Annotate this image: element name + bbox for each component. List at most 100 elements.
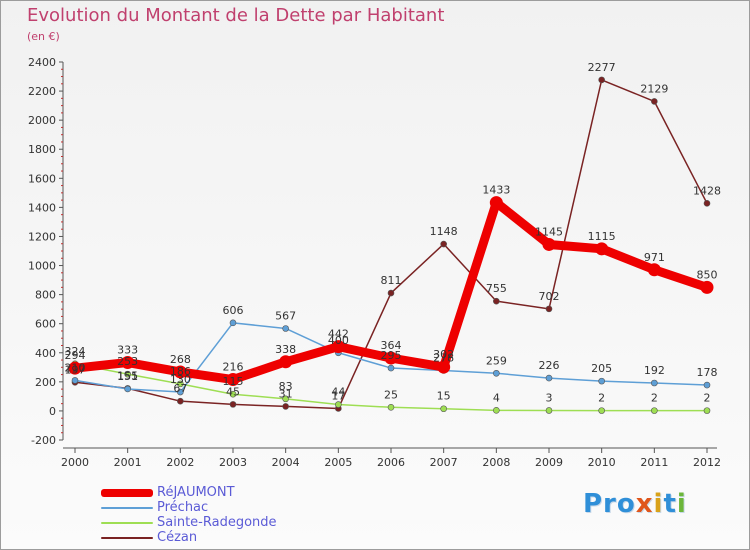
data-label: 3 <box>546 391 553 404</box>
data-point <box>387 364 395 372</box>
y-tick-label: 600 <box>35 318 56 331</box>
data-point <box>440 240 447 248</box>
x-tick-label: 2006 <box>377 456 405 469</box>
data-label: 45 <box>226 385 240 398</box>
data-label: 115 <box>223 375 244 388</box>
y-tick-label: 2200 <box>28 85 56 98</box>
data-label: 210 <box>65 361 86 374</box>
data-point <box>282 395 289 403</box>
data-point <box>124 385 131 393</box>
data-label: 216 <box>223 361 244 374</box>
data-label: 755 <box>486 282 507 295</box>
data-point <box>542 237 556 251</box>
data-point <box>493 297 500 305</box>
data-label: 226 <box>539 359 560 372</box>
data-label: 333 <box>117 344 138 357</box>
legend-label: Sainte-Radegonde <box>157 515 277 530</box>
data-point <box>493 407 500 414</box>
data-label: 259 <box>486 354 507 367</box>
data-label: 4 <box>493 391 500 404</box>
data-label: 83 <box>279 380 293 393</box>
data-label: 606 <box>223 304 244 317</box>
data-point <box>282 325 289 332</box>
data-point <box>177 397 184 405</box>
data-label: 971 <box>644 251 665 264</box>
data-label: 295 <box>381 349 402 362</box>
x-tick-label: 2010 <box>588 456 616 469</box>
data-label: 186 <box>170 365 191 378</box>
data-point <box>493 369 500 377</box>
data-label: 130 <box>170 373 191 386</box>
data-label: 324 <box>65 345 86 358</box>
data-point <box>229 319 237 327</box>
data-point <box>68 361 82 375</box>
chart-subtitle: (en €) <box>27 30 60 43</box>
legend-label: Préchac <box>157 500 209 515</box>
data-point <box>177 388 184 396</box>
data-point <box>282 403 289 410</box>
x-tick-label: 2007 <box>430 456 458 469</box>
data-point <box>545 305 553 313</box>
data-label: 278 <box>433 352 454 365</box>
data-point <box>598 407 605 414</box>
y-tick-label: 0 <box>49 405 56 418</box>
data-label: 2277 <box>588 61 616 74</box>
legend-swatch <box>101 537 153 539</box>
y-tick-label: -200 <box>31 434 56 447</box>
data-label: 2 <box>598 392 605 405</box>
data-point <box>545 374 553 382</box>
y-tick-label: 1200 <box>28 230 56 243</box>
data-point <box>71 377 79 384</box>
data-point <box>703 407 711 414</box>
data-label: 44 <box>331 386 345 399</box>
data-label: 2 <box>704 392 711 405</box>
x-tick-label: 2008 <box>482 456 510 469</box>
data-point <box>229 401 237 408</box>
data-point <box>647 263 661 277</box>
y-tick-label: 1400 <box>28 201 56 214</box>
data-point <box>545 407 553 414</box>
data-label: 15 <box>437 390 451 403</box>
legend-swatch <box>101 507 153 509</box>
data-point <box>437 360 451 374</box>
data-label: 294 <box>65 349 86 362</box>
data-point <box>651 407 658 414</box>
y-tick-label: 200 <box>35 376 56 389</box>
data-label: 2129 <box>640 82 668 95</box>
data-point <box>279 355 293 369</box>
data-point <box>177 380 184 388</box>
data-label: 702 <box>539 290 560 303</box>
data-label: 850 <box>697 268 718 281</box>
y-tick-label: 1600 <box>28 172 56 185</box>
data-point <box>651 379 658 387</box>
data-label: 192 <box>644 364 665 377</box>
data-point <box>598 76 605 84</box>
data-label: 364 <box>381 339 402 352</box>
data-point <box>440 405 447 413</box>
data-label: 268 <box>170 353 191 366</box>
data-point <box>598 377 605 385</box>
data-label: 253 <box>117 355 138 368</box>
legend-swatch <box>101 522 153 524</box>
data-label: 1433 <box>482 184 510 197</box>
data-label: 811 <box>381 274 402 287</box>
data-point <box>335 401 342 408</box>
y-tick-label: 1800 <box>28 143 56 156</box>
data-point <box>384 351 398 365</box>
data-label: 338 <box>275 343 296 356</box>
y-tick-label: 400 <box>35 347 56 360</box>
data-label: 67 <box>173 382 187 395</box>
x-tick-label: 2012 <box>693 456 721 469</box>
data-label: 151 <box>117 370 138 383</box>
data-label: 197 <box>65 363 86 376</box>
data-point <box>226 373 240 387</box>
proxiti-logo: Proxiti <box>583 489 687 519</box>
y-tick-label: 2400 <box>28 56 56 69</box>
x-tick-label: 2004 <box>272 456 300 469</box>
data-point <box>703 200 711 207</box>
x-tick-label: 2000 <box>61 456 89 469</box>
data-label: 302 <box>433 348 454 361</box>
x-tick-label: 2005 <box>324 456 352 469</box>
